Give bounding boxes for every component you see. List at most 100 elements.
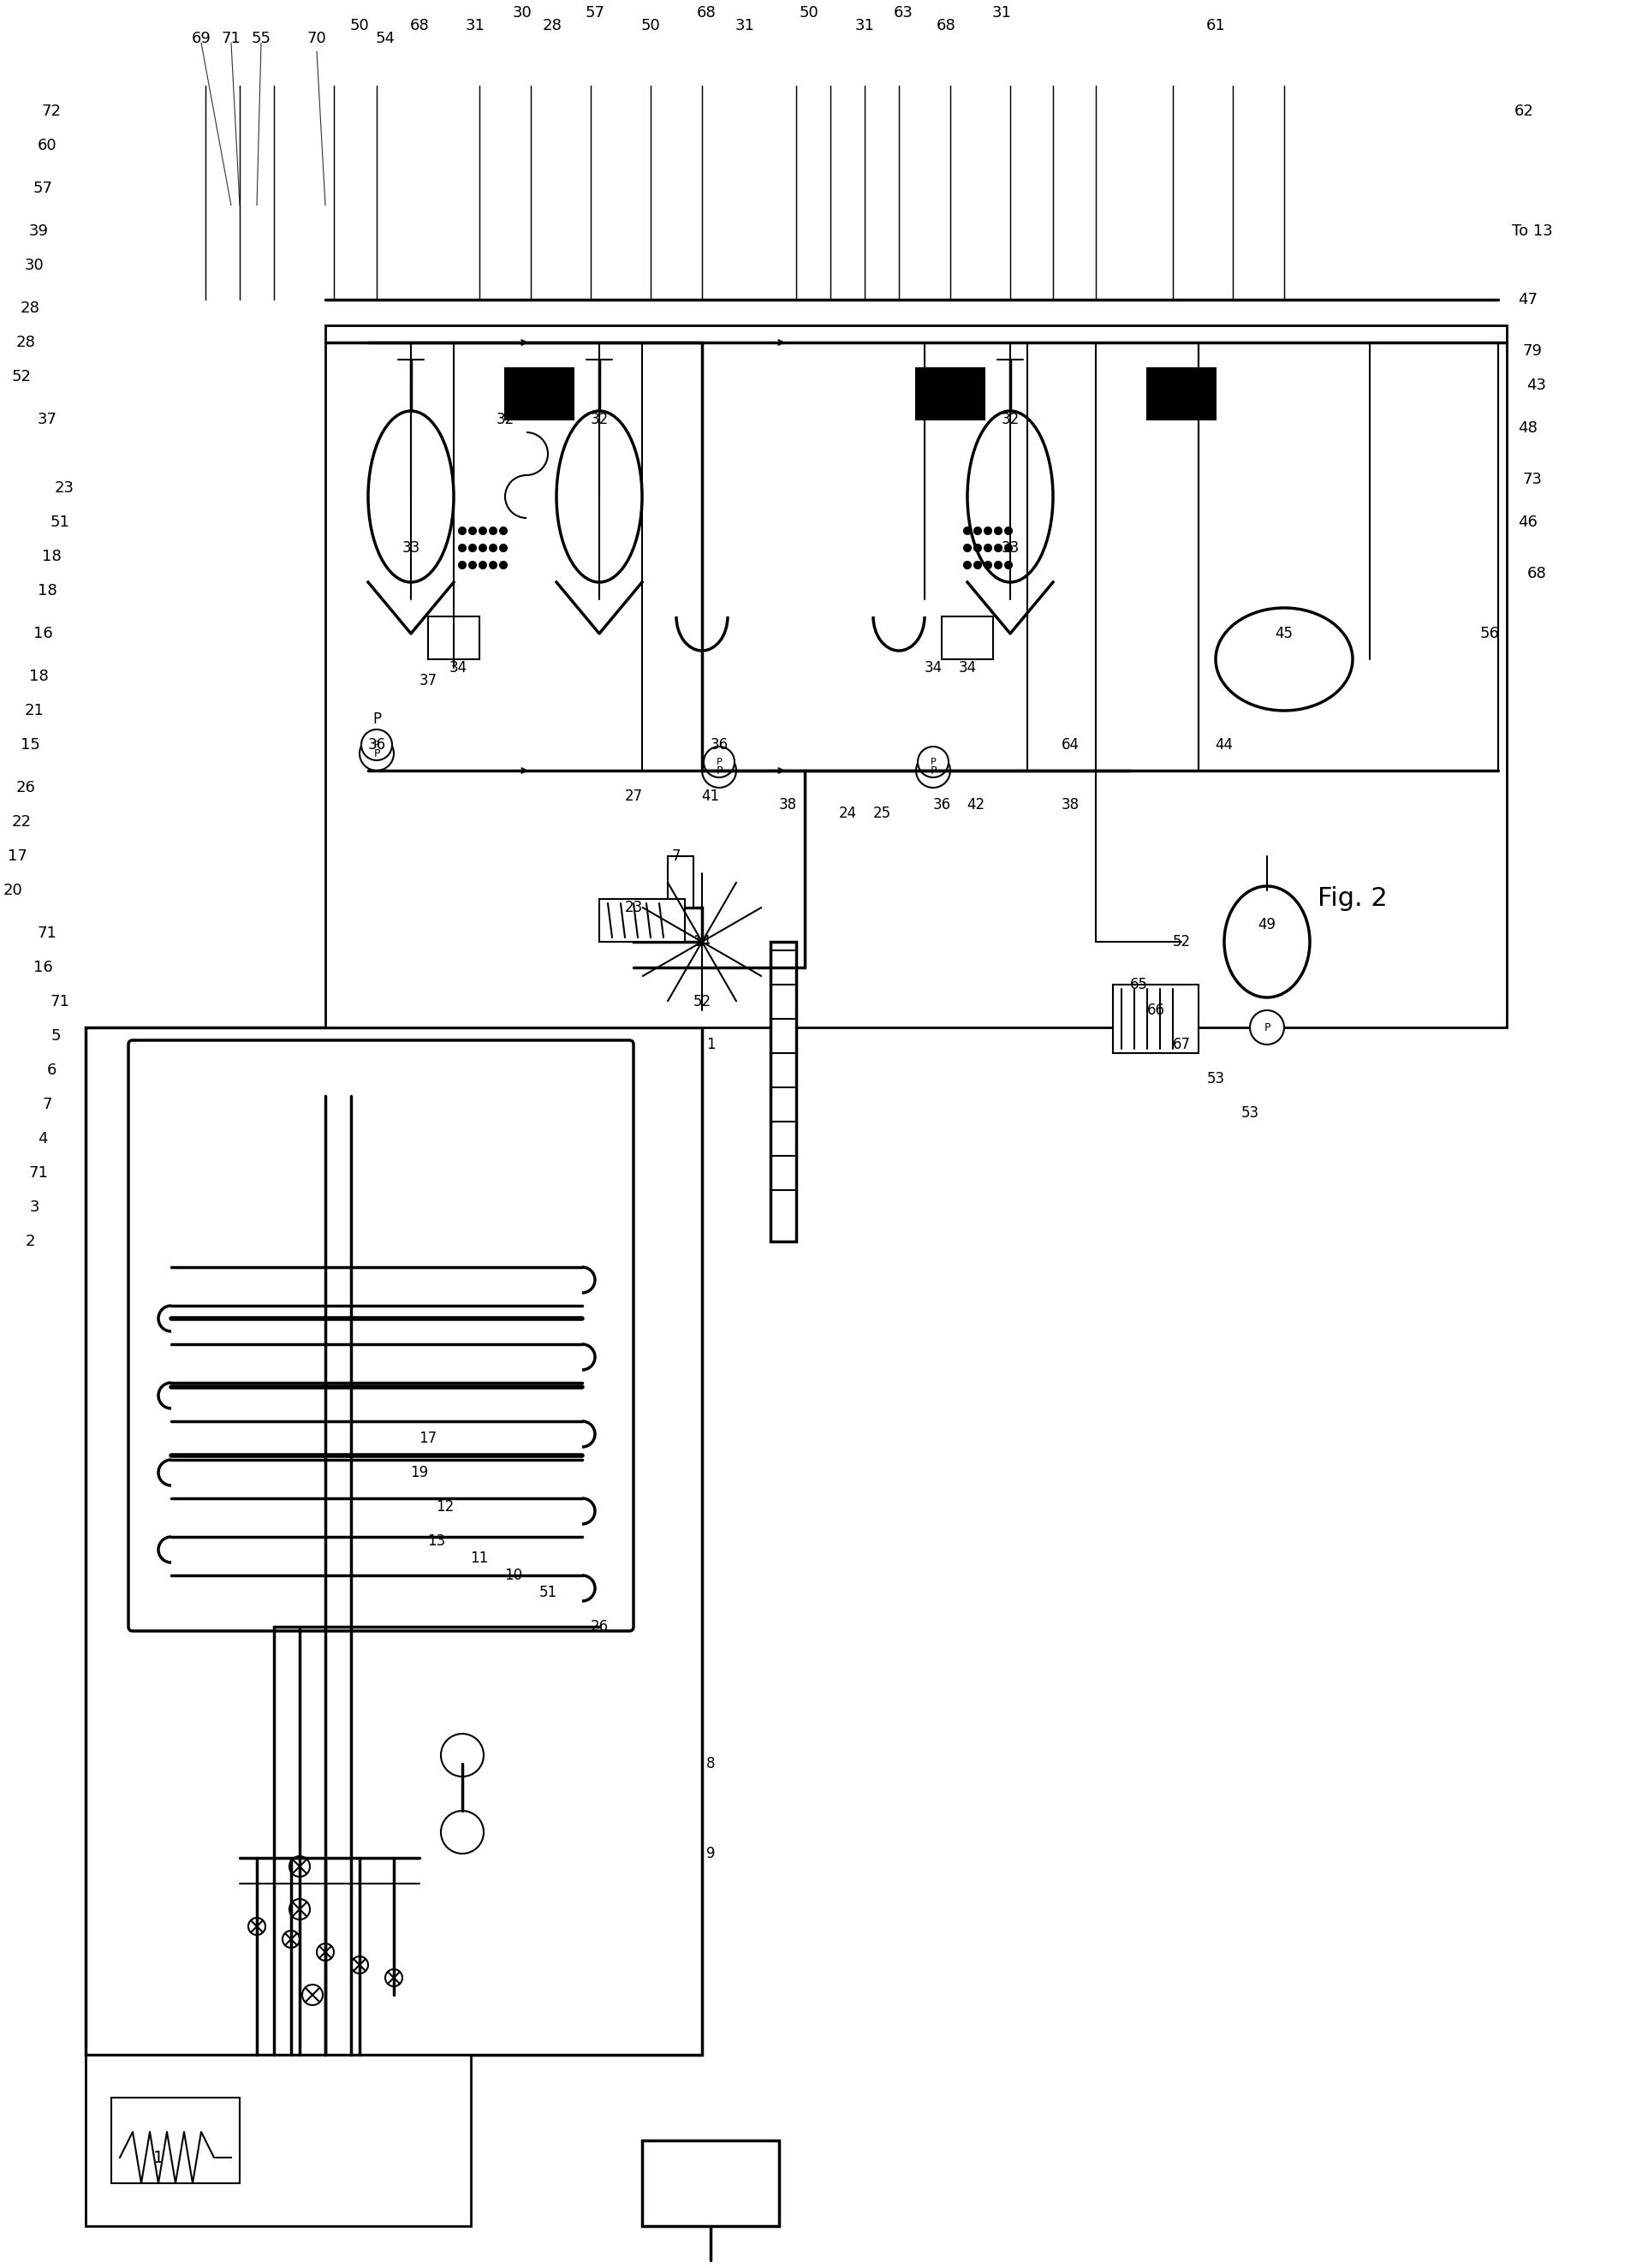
Circle shape [290,1898,310,1919]
Text: 28: 28 [543,18,562,34]
Text: 32: 32 [496,413,513,426]
Text: 1: 1 [153,2150,163,2166]
Text: P: P [1263,1023,1270,1032]
Circle shape [985,544,991,551]
Text: 69: 69 [191,32,210,45]
Text: 19: 19 [411,1465,429,1481]
Circle shape [985,562,991,569]
Text: 44: 44 [1216,737,1234,753]
Text: 24: 24 [838,805,857,821]
Text: 30: 30 [512,5,531,20]
Circle shape [440,1733,484,1776]
Text: 31: 31 [991,5,1012,20]
Text: 7: 7 [672,848,681,864]
Text: 36: 36 [711,737,729,753]
Text: 17: 17 [7,848,28,864]
Text: 36: 36 [368,737,386,753]
Text: 26: 26 [590,1619,608,1635]
Text: P: P [931,758,936,767]
Ellipse shape [967,411,1053,583]
Circle shape [479,528,486,535]
Text: 27: 27 [624,789,642,803]
Text: 54: 54 [375,32,394,45]
Circle shape [703,753,737,787]
Ellipse shape [556,411,642,583]
Circle shape [975,544,981,551]
Text: 39: 39 [29,225,49,238]
Text: 15: 15 [20,737,39,753]
Bar [1148,367,1216,420]
Text: 21: 21 [24,703,44,719]
Circle shape [500,544,507,551]
FancyBboxPatch shape [129,1041,634,1631]
Text: 26: 26 [16,780,36,796]
Text: 64: 64 [1061,737,1079,753]
Bar [668,857,693,907]
Circle shape [290,1855,310,1876]
Circle shape [704,746,735,778]
Circle shape [1250,1009,1284,1046]
Text: 16: 16 [33,959,52,975]
Circle shape [479,544,486,551]
Circle shape [994,544,1001,551]
Text: 71: 71 [29,1166,49,1182]
Text: 68: 68 [1527,567,1547,581]
Circle shape [963,528,971,535]
Text: 68: 68 [936,18,955,34]
Bar [634,907,703,941]
Text: 2: 2 [24,1234,34,1250]
Text: 22: 22 [11,814,31,830]
Text: 12: 12 [437,1499,455,1515]
Circle shape [440,1810,484,1853]
Text: 71: 71 [222,32,241,45]
Circle shape [918,746,949,778]
Text: 38: 38 [779,796,797,812]
Text: P: P [373,742,380,748]
Circle shape [994,562,1001,569]
Text: 34: 34 [958,660,976,676]
Text: 50: 50 [350,18,370,34]
Circle shape [248,1919,266,1935]
Text: 47: 47 [1518,293,1539,308]
Text: 25: 25 [872,805,892,821]
Text: 11: 11 [471,1551,489,1565]
Text: 28: 28 [20,302,39,315]
Circle shape [460,562,466,569]
Text: 31: 31 [465,18,484,34]
Circle shape [302,1984,323,2005]
Ellipse shape [1224,887,1311,998]
Text: 55: 55 [251,32,271,45]
Text: 13: 13 [427,1533,445,1549]
Bar [86,1027,703,2055]
Text: P: P [716,758,722,767]
Text: To 13: To 13 [1513,225,1553,238]
Circle shape [316,1944,334,1960]
Text: 57: 57 [585,5,605,20]
Text: 1: 1 [706,1036,716,1052]
Bar [942,617,993,660]
Circle shape [460,528,466,535]
Text: 33: 33 [1001,540,1019,556]
Text: 34: 34 [924,660,942,676]
Text: 63: 63 [893,5,913,20]
Circle shape [916,753,950,787]
Text: 3: 3 [29,1200,39,1216]
Text: 7: 7 [42,1098,52,1111]
Text: P: P [373,748,380,760]
Bar [86,2055,471,2227]
Text: 37: 37 [419,674,437,689]
Circle shape [469,528,476,535]
Circle shape [963,544,971,551]
Text: Fig. 2: Fig. 2 [1317,887,1387,912]
Text: 37: 37 [37,413,57,426]
Text: 46: 46 [1518,515,1539,531]
Text: 31: 31 [854,18,874,34]
Circle shape [479,562,486,569]
Circle shape [985,528,991,535]
Text: 71: 71 [51,993,70,1009]
Text: 49: 49 [1258,916,1276,932]
Bar [1113,984,1198,1052]
Circle shape [282,1930,300,1948]
Text: 5: 5 [51,1027,60,1043]
Bar [429,617,479,660]
